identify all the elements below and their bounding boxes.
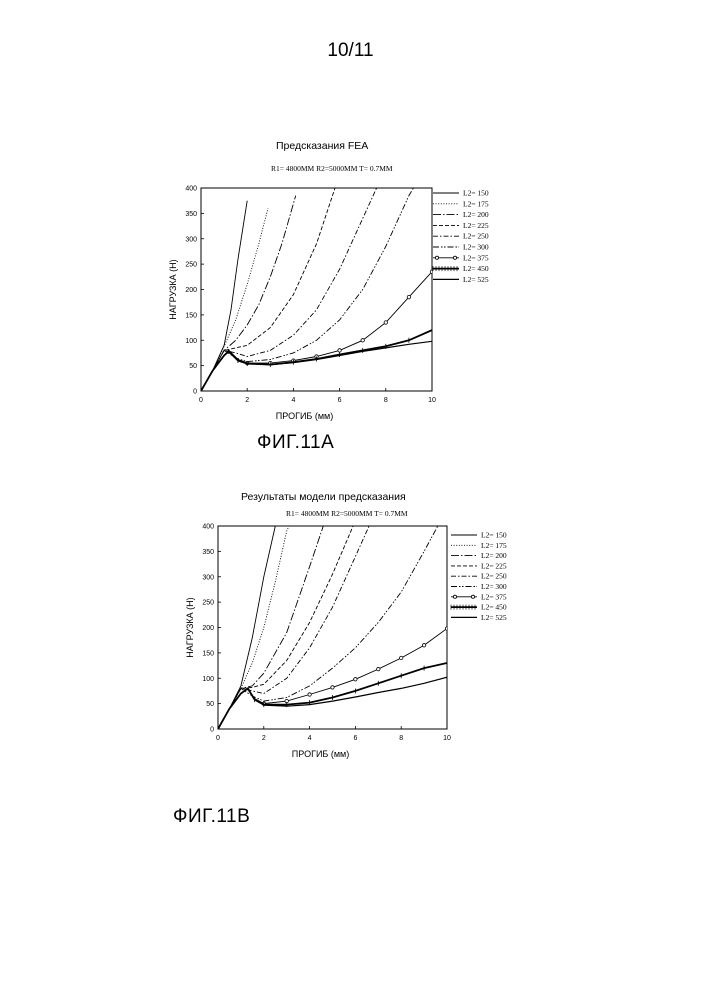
y-tick-label: 0 bbox=[210, 727, 214, 734]
y-tick-label: 200 bbox=[202, 625, 214, 632]
legend-entry: L2= 175 bbox=[481, 541, 507, 550]
legend-marker bbox=[471, 595, 474, 598]
legend-entry: L2= 525 bbox=[481, 613, 507, 622]
series-group bbox=[218, 526, 449, 729]
x-tick-label: 0 bbox=[216, 735, 220, 742]
figure-label: ФИГ.11B bbox=[173, 806, 250, 828]
x-tick-label: 4 bbox=[308, 735, 312, 742]
legend-entry: L2= 250 bbox=[481, 572, 507, 581]
x-tick-label: 6 bbox=[353, 735, 357, 742]
data-point bbox=[422, 644, 425, 647]
y-tick-label: 100 bbox=[202, 676, 214, 683]
series-line bbox=[218, 629, 447, 730]
data-point bbox=[308, 693, 311, 696]
data-point bbox=[354, 678, 357, 681]
y-tick-label: 350 bbox=[202, 549, 214, 556]
data-point bbox=[445, 627, 448, 630]
x-axis-label: ПРОГИБ (мм) bbox=[292, 749, 349, 759]
series-line bbox=[218, 677, 447, 729]
y-tick-label: 300 bbox=[202, 574, 214, 581]
series-line bbox=[218, 526, 275, 729]
y-tick-label: 50 bbox=[206, 701, 214, 708]
legend-marker bbox=[453, 595, 456, 598]
x-tick-label: 8 bbox=[399, 735, 403, 742]
x-tick-label: 10 bbox=[443, 735, 451, 742]
legend: L2= 150L2= 175L2= 200L2= 225L2= 250L2= 3… bbox=[451, 531, 507, 622]
y-tick-label: 400 bbox=[202, 524, 214, 531]
x-tick-label: 2 bbox=[262, 735, 266, 742]
data-point bbox=[331, 686, 334, 689]
y-tick-label: 150 bbox=[202, 650, 214, 657]
data-point bbox=[377, 667, 380, 670]
y-tick-label: 250 bbox=[202, 600, 214, 607]
data-point bbox=[400, 656, 403, 659]
legend-entry: L2= 200 bbox=[481, 551, 507, 560]
legend-entry: L2= 450 bbox=[481, 603, 507, 612]
y-axis-label: НАГРУЗКА (Н) bbox=[185, 597, 195, 657]
series-line bbox=[218, 526, 323, 729]
legend-entry: L2= 225 bbox=[481, 561, 507, 570]
legend-entry: L2= 150 bbox=[481, 531, 507, 540]
legend-entry: L2= 375 bbox=[481, 592, 507, 601]
legend-entry: L2= 300 bbox=[481, 582, 507, 591]
